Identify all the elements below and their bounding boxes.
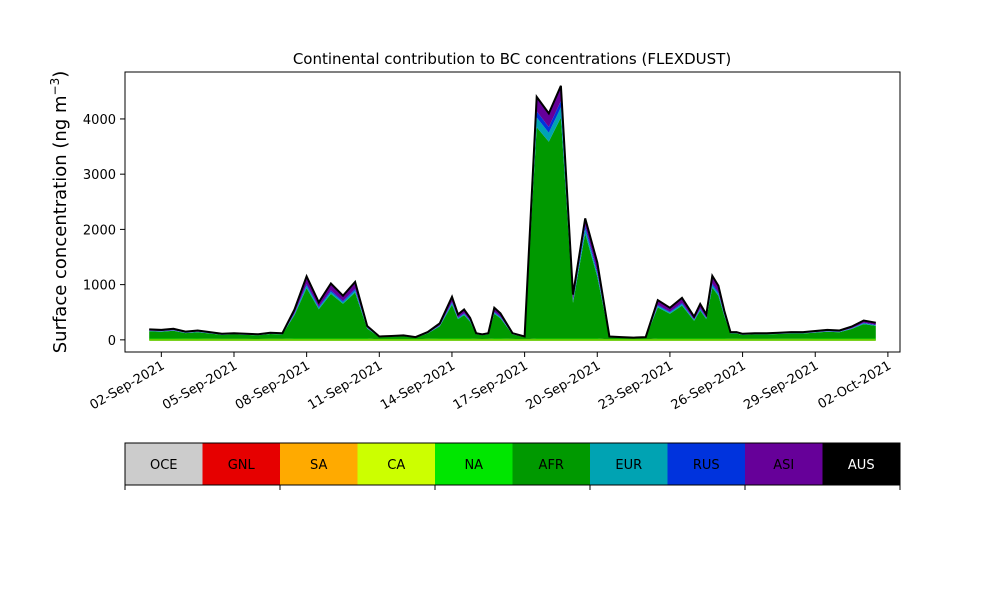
plot-area [149, 85, 876, 341]
legend-swatch-afr [512, 443, 590, 485]
legend-label-sa: SA [310, 458, 327, 473]
area-eur [149, 107, 876, 339]
y-tick-label: 0 [108, 334, 116, 349]
legend-swatch-rus [667, 443, 745, 485]
y-tick-label: 4000 [83, 113, 116, 128]
legend-swatch-gnl [202, 443, 280, 485]
x-tick-label: 20-Sep-2021 [523, 358, 603, 413]
x-tick-label: 14-Sep-2021 [378, 358, 458, 413]
area-afr [149, 117, 876, 340]
x-tick-label: 05-Sep-2021 [160, 358, 240, 413]
x-tick-label: 29-Sep-2021 [741, 358, 821, 413]
legend-swatch-na [435, 443, 513, 485]
x-axis: 02-Sep-202105-Sep-202108-Sep-202111-Sep-… [88, 352, 894, 413]
legend-colorbar: OCE GNL SA CA NA AFR EUR RUS ASI AUS [124, 442, 901, 490]
legend-label-afr: AFR [539, 458, 564, 473]
legend-swatch-asi [745, 443, 823, 485]
legend-label-na: NA [464, 458, 483, 473]
legend-swatch-ca [357, 443, 435, 485]
x-tick-label: 26-Sep-2021 [669, 358, 749, 413]
series-line-aus [149, 85, 876, 339]
y-tick-label: 1000 [83, 279, 116, 294]
x-tick-label: 17-Sep-2021 [451, 358, 531, 413]
x-tick-label: 02-Sep-2021 [88, 358, 168, 413]
y-tick-label: 2000 [83, 223, 116, 238]
chart-title: Continental contribution to BC concentra… [293, 50, 731, 68]
y-axis-label-base: Surface concentration (ng m [50, 95, 71, 353]
legend-swatch-oce [125, 443, 203, 485]
y-axis-label: Surface concentration (ng m−3) [48, 71, 71, 354]
x-tick-label: 23-Sep-2021 [596, 358, 676, 413]
area-rus [149, 101, 876, 338]
legend-label-eur: EUR [615, 458, 642, 473]
legend-label-oce: OCE [150, 458, 178, 473]
x-tick-label: 11-Sep-2021 [305, 358, 385, 413]
legend-swatch-eur [590, 443, 668, 485]
plot-frame [124, 71, 901, 353]
legend-label-asi: ASI [773, 458, 794, 473]
legend-label-gnl: GNL [228, 458, 256, 473]
legend-frame [124, 442, 901, 486]
y-axis: 0 1000 2000 3000 4000 [83, 113, 125, 349]
x-tick-label: 02-Oct-2021 [815, 358, 893, 412]
x-tick-label: 08-Sep-2021 [233, 358, 313, 413]
y-tick-label: 3000 [83, 168, 116, 183]
legend-label-rus: RUS [693, 458, 720, 473]
legend-swatch-sa [280, 443, 358, 485]
y-axis-label-exponent: −3 [48, 78, 62, 96]
legend-swatch-aus [822, 443, 900, 485]
legend-label-aus: AUS [848, 458, 875, 473]
area-asi [149, 85, 876, 338]
y-axis-label-close: ) [50, 71, 71, 78]
legend-label-ca: CA [387, 458, 405, 473]
